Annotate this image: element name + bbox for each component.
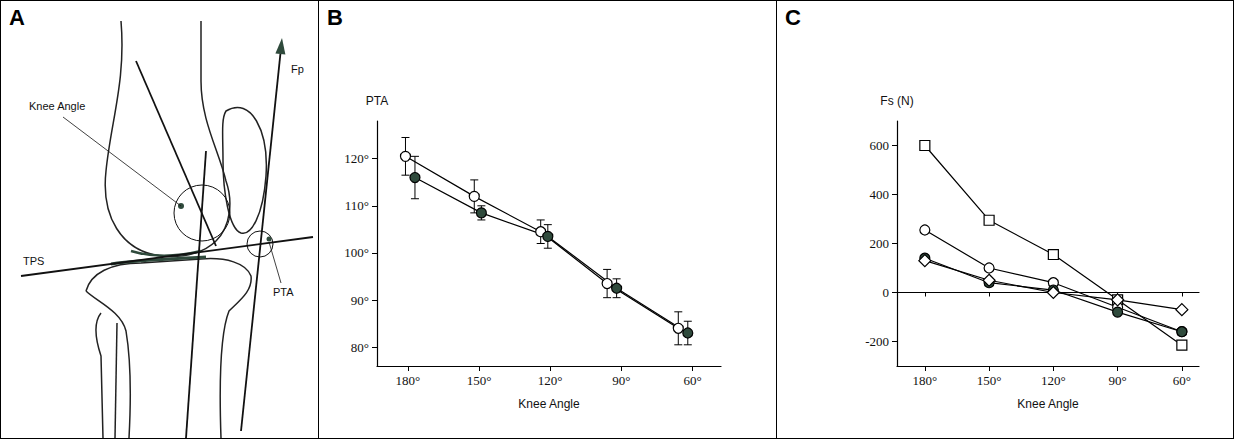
svg-text:120°: 120° [1041, 373, 1066, 388]
svg-text:PTA: PTA [273, 286, 294, 298]
svg-text:110°: 110° [345, 198, 369, 213]
svg-text:120°: 120° [538, 373, 563, 388]
html-text:C: C [785, 5, 801, 30]
svg-text:TPS: TPS [23, 255, 44, 267]
svg-text:60°: 60° [1173, 373, 1191, 388]
svg-text:80°: 80° [351, 340, 369, 355]
svg-text:400: 400 [870, 187, 890, 202]
svg-text:Fp: Fp [291, 63, 304, 75]
svg-text:0: 0 [883, 285, 890, 300]
svg-text:Knee Angle: Knee Angle [518, 397, 580, 411]
svg-text:100°: 100° [344, 245, 369, 260]
svg-text:Knee Angle: Knee Angle [29, 100, 85, 112]
html-text:A: A [9, 5, 25, 30]
svg-text:Knee Angle: Knee Angle [1017, 397, 1079, 411]
svg-text:600: 600 [870, 138, 890, 153]
svg-text:200: 200 [870, 236, 890, 251]
svg-text:90°: 90° [612, 373, 630, 388]
html-text:B: B [327, 5, 343, 30]
svg-text:90°: 90° [1109, 373, 1127, 388]
svg-text:60°: 60° [683, 373, 701, 388]
svg-text:150°: 150° [467, 373, 492, 388]
svg-text:180°: 180° [912, 373, 937, 388]
svg-text:PTA: PTA [366, 94, 388, 108]
svg-text:120°: 120° [344, 151, 369, 166]
svg-text:Fs (N): Fs (N) [880, 94, 913, 108]
svg-text:-200: -200 [865, 334, 889, 349]
svg-text:150°: 150° [977, 373, 1002, 388]
svg-text:90°: 90° [351, 293, 369, 308]
svg-text:180°: 180° [395, 373, 420, 388]
